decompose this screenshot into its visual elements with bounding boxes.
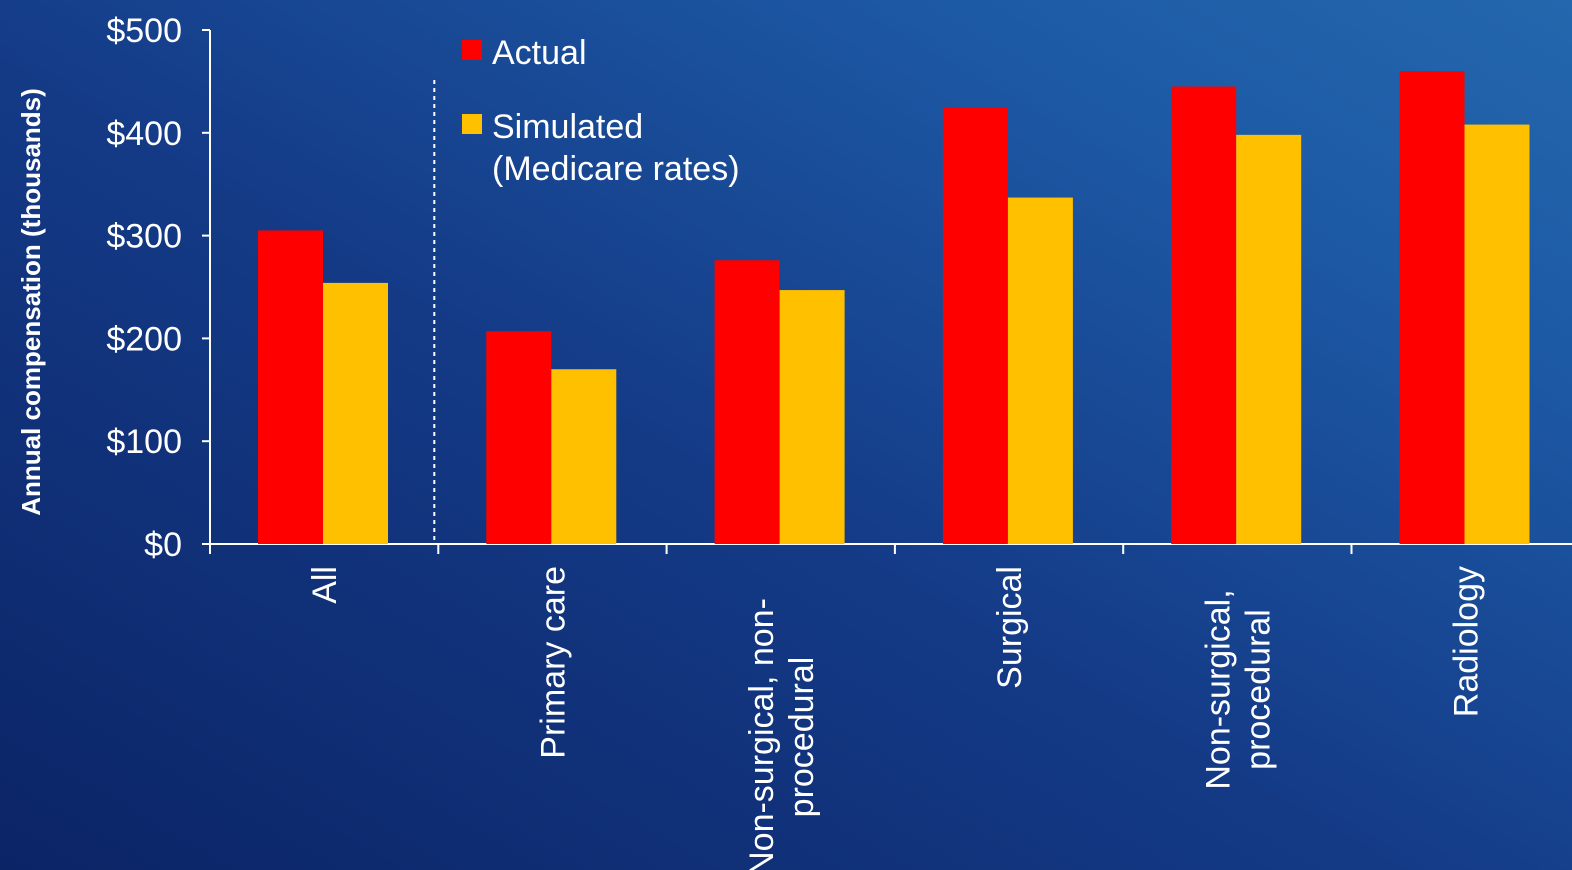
category-label: Non-surgical,procedural (1199, 589, 1277, 789)
category-label: All (306, 566, 344, 604)
legend-label: Actual (492, 34, 587, 72)
category-label: Surgical (991, 566, 1029, 689)
bar-actual (942, 107, 1008, 544)
bar-simulated (551, 369, 617, 544)
category-label: Radiology (1448, 566, 1486, 717)
category-label: Primary care (534, 566, 572, 759)
y-tick-label: $400 (106, 115, 182, 153)
bar-actual (1399, 71, 1465, 545)
category-label: Non-surgical, non-procedural (743, 598, 821, 870)
legend-swatch (462, 40, 482, 60)
bar-simulated (779, 290, 845, 544)
bar-actual (486, 331, 552, 544)
y-axis-title: Annual compensation (thousands) (16, 88, 46, 516)
y-tick-label: $300 (106, 218, 182, 256)
bar-actual (1171, 86, 1237, 544)
legend-label: Simulated (Medicare rates) (492, 108, 740, 188)
y-tick-label: $500 (106, 12, 182, 50)
y-tick-label: $100 (106, 423, 182, 461)
bar-simulated (1236, 134, 1302, 544)
bar-simulated (323, 282, 388, 544)
bar-simulated (1007, 197, 1073, 544)
y-tick-label: $0 (144, 526, 182, 564)
bar-actual (714, 260, 780, 544)
bar-actual (258, 230, 323, 544)
bar-simulated (1464, 124, 1530, 545)
y-tick-label: $200 (106, 320, 182, 358)
legend-swatch (462, 114, 482, 134)
